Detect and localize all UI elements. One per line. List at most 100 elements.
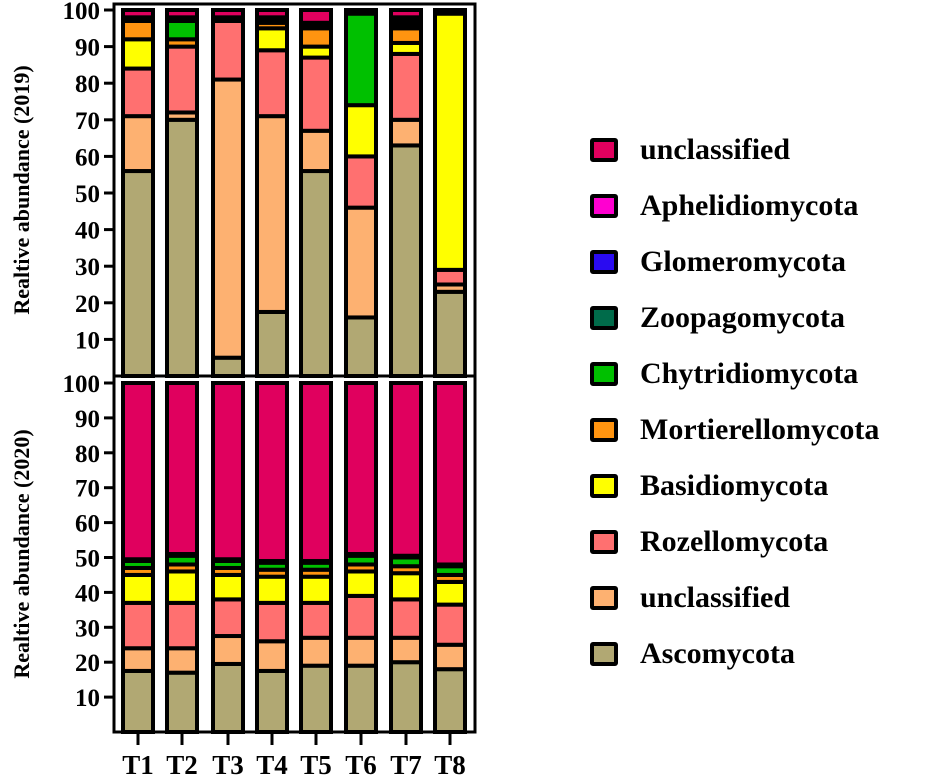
legend-swatch [590,306,618,330]
bar-segment-mortierellomycota [121,18,155,42]
bar-stack-t5 [299,8,333,378]
legend-label: Aphelidiomycota [640,189,859,222]
bar-segment-unclassified-phylum [389,117,423,148]
x-tick-label: T7 [390,750,422,780]
bar-segment-basidiomycota [344,569,378,598]
bar-segment-unclassified [121,8,155,20]
legend-label: Chytridiomycota [640,357,859,390]
legend-label: unclassified [640,133,791,166]
bar-segment-unclassified [121,381,155,562]
bar-segment-rozellomycota [165,44,199,115]
bar-segment-unclassified-phylum [299,128,333,174]
y-tick-label: 40 [75,580,100,607]
legend-swatch [590,138,618,162]
legend-item: Chytridiomycota [590,346,879,402]
y-tick-label: 20 [75,291,100,318]
bar-segment-ascomycota [344,663,378,734]
bar-segment-rozellomycota [389,51,423,122]
y-axis-title: Realtive abundance (2020) [9,429,34,678]
x-tick-label: T6 [345,750,377,780]
legend-label: Mortierellomycota [640,413,880,446]
bar-segment-unclassified [165,8,199,20]
bar-stack-t7 [389,381,423,735]
y-tick-label: 40 [75,218,100,245]
legend-label: Glomeromycota [640,245,847,278]
legend-item: Aphelidiomycota [590,178,879,234]
y-tick-label: 10 [75,685,100,712]
legend-label: unclassified [640,581,791,614]
bar-segment-unclassified [389,8,423,20]
bar-stack-t1 [121,8,155,378]
bar-segment-unclassified-phylum [121,114,155,174]
bar-stack-t4 [255,381,289,734]
legend-label: Ascomycota [640,637,795,670]
bar-segment-unclassified [299,381,333,563]
legend-swatch [590,362,618,386]
legend-swatch [590,194,618,218]
bar-stack-t8 [433,381,467,734]
bar-segment-ascomycota [255,668,289,734]
bar-segment-ascomycota [121,169,155,378]
bar-segment-unclassified [255,381,289,563]
x-tick-label: T2 [166,750,198,780]
y-tick-label: 100 [63,0,101,25]
x-tick-label: T3 [212,750,244,780]
bar-segment-basidiomycota [255,574,289,605]
y-tick-label: 30 [75,254,100,281]
bar-segment-rozellomycota [299,55,333,133]
legend-label: Rozellomycota [640,525,829,558]
bar-segment-mortierellomycota [299,26,333,49]
bar-segment-unclassified [211,381,245,562]
bar-segment-chytridiomycota [344,11,378,108]
bar-stack-t4 [255,8,289,379]
bar-segment-basidiomycota [255,26,289,53]
bar-stack-t3 [211,381,245,735]
x-tick-label: T5 [300,750,332,780]
bar-segment-rozellomycota [433,267,467,287]
y-tick-label: 70 [75,476,100,503]
legend-item: Basidiomycota [590,458,879,514]
bar-segment-unclassified [344,8,378,16]
legend-item: Glomeromycota [590,234,879,290]
bar-segment-unclassified-phylum [255,114,289,314]
bar-segment-unclassified-phylum [344,205,378,320]
bar-segment-basidiomycota [121,37,155,71]
bar-segment-rozellomycota [255,48,289,119]
bar-segment-ascomycota [211,355,245,379]
y-tick-label: 80 [75,441,100,468]
bar-segment-unclassified-phylum [165,646,199,675]
bar-segment-ascomycota [389,143,423,378]
bar-segment-basidiomycota [344,103,378,159]
bar-segment-unclassified-phylum [255,639,289,673]
bar-segment-ascomycota [433,289,467,379]
legend-item: Mortierellomycota [590,402,879,458]
bar-segment-basidiomycota [433,579,467,607]
x-tick-label: T1 [122,750,154,780]
bar-segment-ascomycota [433,667,467,734]
bar-segment-ascomycota [389,660,423,735]
legend-swatch [590,642,618,666]
legend-swatch [590,418,618,442]
bar-segment-unclassified [299,8,333,25]
y-tick-label: 50 [75,181,100,208]
legend-item: Rozellomycota [590,514,879,570]
legend: unclassified Aphelidiomycota Glomeromycota… [590,122,879,682]
bar-segment-basidiomycota [433,11,467,272]
bar-segment-ascomycota [211,661,245,735]
legend-item: Zoopagomycota [590,290,879,346]
y-tick-label: 50 [75,546,100,573]
bar-segment-unclassified-phylum [211,77,245,360]
bar-stack-t7 [389,8,423,378]
bar-segment-unclassified-phylum [121,646,155,673]
bar-stack-t6 [344,8,378,379]
x-tick-label: T4 [256,750,288,780]
bar-segment-rozellomycota [389,597,423,640]
legend-item: Ascomycota [590,626,879,682]
bar-stack-t5 [299,381,333,734]
bar-segment-basidiomycota [165,569,199,605]
bar-segment-rozellomycota [211,597,245,639]
bar-segment-ascomycota [165,117,199,379]
bar-segment-mortierellomycota [389,26,423,45]
legend-swatch [590,530,618,554]
